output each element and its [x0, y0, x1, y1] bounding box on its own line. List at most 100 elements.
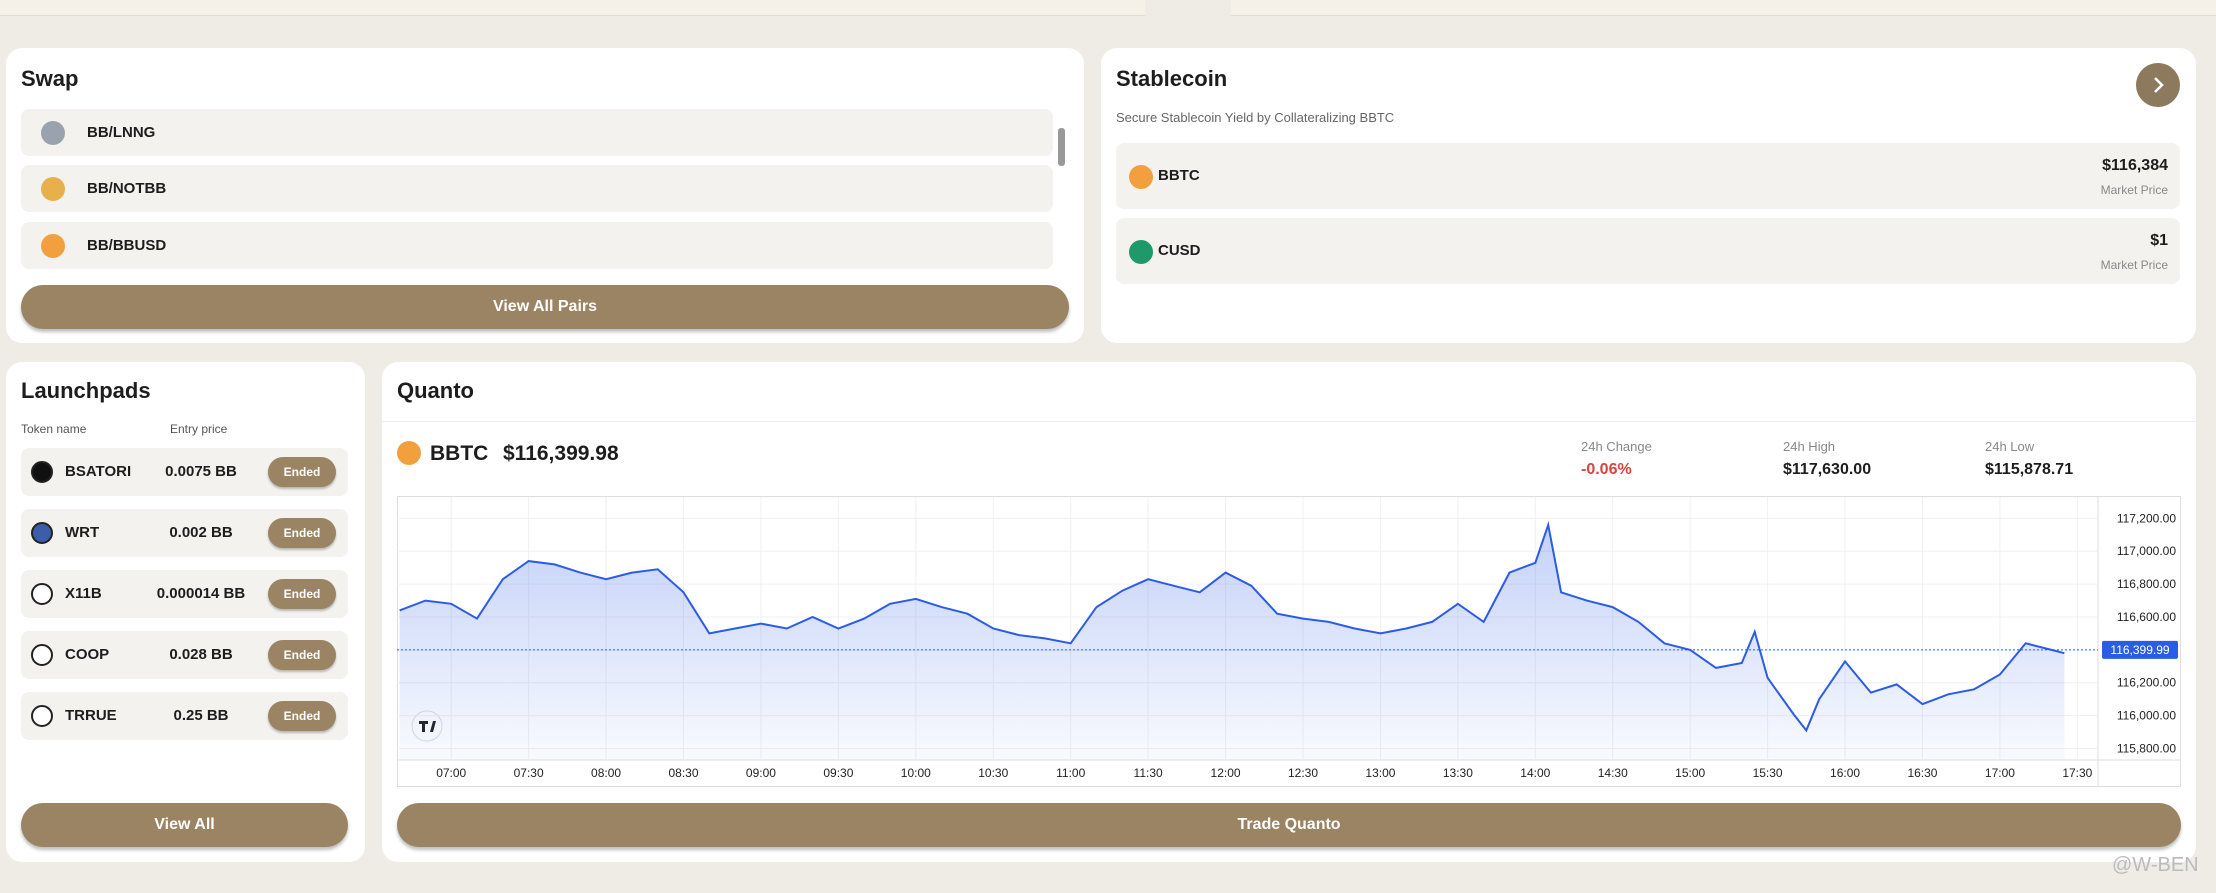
asset-row[interactable]: CUSD $1 Market Price — [1116, 218, 2180, 284]
price: $116,399.98 — [503, 442, 619, 465]
token-row[interactable]: COOP 0.028 BB Ended — [21, 631, 348, 679]
y-tick-label: 116,600.00 — [2117, 610, 2176, 624]
y-tick-label: 116,800.00 — [2117, 577, 2176, 591]
token-name: TRRUE — [65, 707, 117, 724]
price-chart: 115,800.00116,000.00116,200.00116,400.00… — [397, 496, 2181, 787]
price-label: Market Price — [2100, 183, 2168, 197]
title: Swap — [21, 66, 79, 91]
last-price-label: 116,399.99 — [2110, 643, 2169, 657]
ended-badge[interactable]: Ended — [268, 579, 336, 609]
x-tick-label: 09:30 — [823, 766, 853, 780]
x-tick-label: 13:00 — [1365, 766, 1395, 780]
y-tick-label: 116,200.00 — [2117, 676, 2176, 690]
icon — [41, 234, 65, 258]
token-price: 0.002 BB — [169, 524, 233, 541]
top-bar — [1231, 0, 2216, 16]
ended-badge[interactable]: Ended — [268, 457, 336, 487]
icon — [41, 177, 65, 201]
pair: BB/BBUSD — [87, 237, 167, 254]
y-tick-label: 117,200.00 — [2117, 511, 2176, 525]
divider — [382, 421, 2196, 422]
x-tick-label: 15:30 — [1753, 766, 1783, 780]
asset: BBTC — [430, 442, 489, 465]
token-row[interactable]: X11B 0.000014 BB Ended — [21, 570, 348, 618]
x-tick-label: 07:30 — [514, 766, 544, 780]
ended-badge[interactable]: Ended — [268, 701, 336, 731]
ended-badge[interactable]: Ended — [268, 518, 336, 548]
stat-value: $115,878.71 — [1985, 461, 2074, 478]
token-icon — [31, 522, 53, 544]
x-tick-label: 11:00 — [1056, 766, 1085, 780]
token-row[interactable]: BSATORI 0.0075 BB Ended — [21, 448, 348, 496]
icon — [41, 121, 65, 145]
x-tick-label: 13:30 — [1443, 766, 1473, 780]
asset-row[interactable]: BBTC $116,384 Market Price — [1116, 143, 2180, 209]
token-name: COOP — [65, 646, 110, 663]
x-tick-label: 16:30 — [1907, 766, 1937, 780]
launchpads-card: Launchpads Token name Entry price BSATOR… — [6, 362, 365, 862]
trade-quanto-button[interactable]: Trade Quanto — [397, 803, 2181, 847]
token-name: X11B — [65, 585, 102, 602]
pair-row[interactable]: BB/BBUSD — [21, 222, 1053, 269]
stat-label: 24h High — [1783, 439, 1836, 454]
view-all-button[interactable]: View All — [21, 803, 348, 847]
token-icon — [31, 461, 53, 483]
cusd-icon — [1129, 240, 1153, 264]
token-row[interactable]: WRT 0.002 BB Ended — [21, 509, 348, 557]
pair-row[interactable]: BB/NOTBB — [21, 165, 1053, 212]
pair-row[interactable]: BB/LNNG — [21, 109, 1053, 156]
chart-frame — [397, 496, 2181, 787]
stat-value: -0.06% — [1581, 461, 1632, 478]
x-tick-label: 08:30 — [668, 766, 698, 780]
token-icon — [31, 705, 53, 727]
x-tick-label: 15:00 — [1675, 766, 1705, 780]
column-header: Token name — [21, 422, 87, 436]
x-tick-label: 14:30 — [1598, 766, 1628, 780]
asset-name: CUSD — [1158, 242, 1201, 259]
view-all-pairs-button[interactable]: View All Pairs — [21, 285, 1069, 329]
pair: BB/NOTBB — [87, 180, 167, 197]
y-tick-label: 115,800.00 — [2117, 741, 2176, 755]
bbtc-icon — [397, 441, 421, 465]
token-row[interactable]: TRRUE 0.25 BB Ended — [21, 692, 348, 740]
arrow-button[interactable] — [2136, 63, 2180, 107]
scrollbar[interactable] — [1058, 128, 1065, 166]
x-tick-label: 16:00 — [1830, 766, 1860, 780]
token-price: 0.000014 BB — [156, 585, 246, 602]
x-tick-label: 09:00 — [746, 766, 776, 780]
swap-card: Swap BB/LNNG BB/NOTBB BB/BBUSD View All … — [6, 48, 1084, 343]
title: Stablecoin — [1116, 66, 1228, 91]
ended-badge[interactable]: Ended — [268, 640, 336, 670]
x-tick-label: 14:00 — [1520, 766, 1550, 780]
token-price: 0.25 BB — [173, 707, 229, 724]
asset-price: $116,384 — [2102, 157, 2168, 174]
x-tick-label: 10:30 — [978, 766, 1008, 780]
top-bar — [0, 0, 1145, 16]
subtitle: Secure Stablecoin Yield by Collateralizi… — [1116, 110, 1395, 125]
x-tick-label: 12:30 — [1288, 766, 1318, 780]
stat-label: 24h Change — [1581, 439, 1652, 454]
token-price: 0.0075 BB — [165, 463, 237, 480]
x-tick-label: 12:00 — [1211, 766, 1241, 780]
y-tick-label: 116,000.00 — [2117, 709, 2176, 723]
token-price: 0.028 BB — [169, 646, 233, 663]
x-tick-label: 17:30 — [2062, 766, 2092, 780]
x-tick-label: 07:00 — [436, 766, 466, 780]
price-line — [399, 520, 2065, 733]
bbtc-icon — [1129, 165, 1153, 189]
x-tick-label: 08:00 — [591, 766, 621, 780]
last-price-box — [2102, 640, 2178, 659]
x-tick-label: 10:00 — [901, 766, 931, 780]
token-icon — [31, 644, 53, 666]
stat-value: $117,630.00 — [1783, 461, 1872, 478]
token-name: WRT — [65, 524, 100, 541]
asset-price: $1 — [2150, 232, 2168, 249]
token-name: BSATORI — [65, 463, 132, 480]
token-icon — [31, 583, 53, 605]
x-tick-label: 11:30 — [1134, 766, 1163, 780]
y-tick-label: 117,000.00 — [2117, 544, 2176, 558]
watermark: @W-BEN — [2112, 854, 2199, 876]
area — [399, 524, 2065, 760]
asset-name: BBTC — [1158, 167, 1200, 184]
